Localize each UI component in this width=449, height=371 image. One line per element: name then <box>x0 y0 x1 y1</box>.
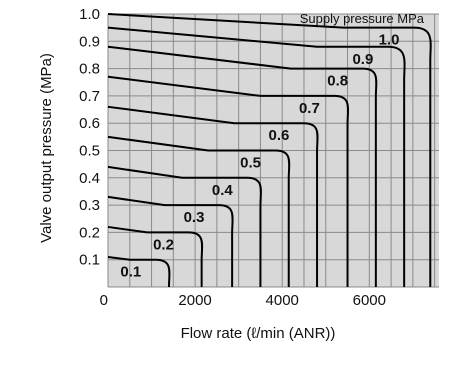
curve-0.2 <box>107 225 204 287</box>
curve-0.3 <box>107 195 234 287</box>
curve-0.6 <box>107 105 319 287</box>
curve-label-0.1: 0.1 <box>120 264 141 281</box>
curve-label-0.5: 0.5 <box>240 155 261 172</box>
curve-label-0.6: 0.6 <box>268 127 289 144</box>
y-tick-label: 0.9 <box>79 33 100 50</box>
curve-0.7 <box>107 75 349 287</box>
curve-label-0.2: 0.2 <box>153 236 174 253</box>
y-tick-label: 0.5 <box>79 143 100 160</box>
x-tick-label: 2000 <box>178 292 211 309</box>
curve-label-0.8: 0.8 <box>327 73 348 90</box>
x-axis-title: Flow rate (ℓ/min (ANR)) <box>181 325 336 342</box>
curve-1.0 <box>107 13 432 287</box>
y-tick-label: 1.0 <box>79 6 100 23</box>
curve-0.5 <box>107 135 291 287</box>
curves <box>107 13 432 288</box>
y-tick-label: 0.6 <box>79 115 100 132</box>
curve-labels: 0.1 0.2 0.3 0.4 0.5 0.6 0.7 0.80.9 1.0 <box>120 32 399 281</box>
y-tick-labels: 0.1 0.2 0.3 0.4 0.5 0.6 0.7 0.8 0.9 1.0 <box>79 6 100 269</box>
curve-label-0.4: 0.4 <box>212 182 234 199</box>
x-tick-label: 0 <box>100 292 108 309</box>
curve-label-0.3: 0.3 <box>184 209 205 226</box>
curve-label-0.7: 0.7 <box>299 100 320 117</box>
y-tick-label: 0.7 <box>79 88 100 105</box>
y-tick-label: 0.4 <box>79 170 100 187</box>
x-tick-label: 4000 <box>266 292 299 309</box>
curve-0.4 <box>107 165 262 287</box>
y-tick-label: 0.1 <box>79 252 100 269</box>
x-tick-labels: 0 2000 4000 6000 <box>100 292 386 309</box>
curve-0.1 <box>107 255 171 288</box>
legend-title: Supply pressure MPa <box>300 11 425 26</box>
curve-label-0.9: 0.9 <box>352 51 373 68</box>
y-tick-label: 0.8 <box>79 61 100 78</box>
y-axis-title: Valve output pressure (MPa) <box>38 53 55 243</box>
y-tick-label: 0.2 <box>79 224 100 241</box>
curve-0.8 <box>107 45 378 287</box>
y-tick-label: 0.3 <box>79 197 100 214</box>
curve-label-1.0: 1.0 <box>379 32 400 49</box>
curve-0.9 <box>107 26 406 287</box>
x-tick-label: 6000 <box>353 292 386 309</box>
